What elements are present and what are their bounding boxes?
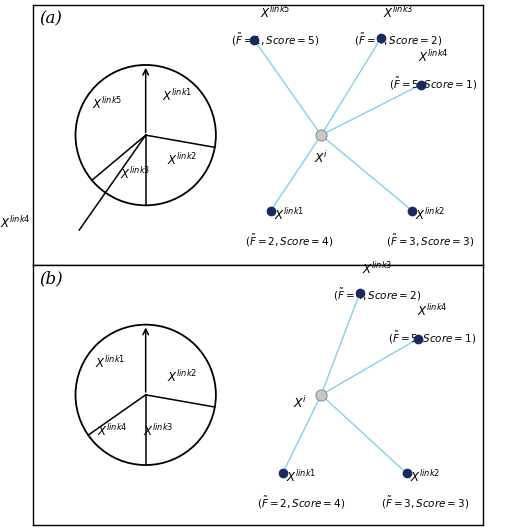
Text: $X^{link2}$: $X^{link2}$ — [167, 152, 198, 167]
Text: $(\tilde{F}=2,Score=4)$: $(\tilde{F}=2,Score=4)$ — [257, 495, 346, 511]
Text: (a): (a) — [39, 10, 62, 27]
Text: $(\tilde{F}=5,Score=1)$: $(\tilde{F}=5,Score=1)$ — [389, 75, 478, 92]
Text: $(\tilde{F}=4,Score=2)$: $(\tilde{F}=4,Score=2)$ — [354, 32, 443, 48]
Text: $X^{link2}$: $X^{link2}$ — [410, 469, 440, 485]
Text: $X^{link1}$: $X^{link1}$ — [286, 469, 317, 485]
Text: $(\tilde{F}=3,Score=3)$: $(\tilde{F}=3,Score=3)$ — [386, 233, 474, 250]
Text: $X^{link5}$: $X^{link5}$ — [92, 95, 122, 111]
Text: $X^{link4}$: $X^{link4}$ — [1, 215, 31, 231]
Text: $X^{link3}$: $X^{link3}$ — [143, 423, 173, 439]
Text: $X^i$: $X^i$ — [314, 151, 328, 166]
Text: $(\tilde{F}=3,Score=3)$: $(\tilde{F}=3,Score=3)$ — [381, 495, 469, 511]
Text: $(\tilde{F}=4,Score=2)$: $(\tilde{F}=4,Score=2)$ — [333, 287, 422, 304]
Text: $X^{link5}$: $X^{link5}$ — [261, 5, 291, 21]
Text: (b): (b) — [39, 270, 62, 287]
Text: $X^{link1}$: $X^{link1}$ — [275, 207, 305, 223]
Text: $X^{link2}$: $X^{link2}$ — [415, 207, 445, 223]
Text: $(\tilde{F}=2,Score=4)$: $(\tilde{F}=2,Score=4)$ — [246, 233, 334, 250]
Text: $X^{link4}$: $X^{link4}$ — [96, 423, 127, 439]
Text: $X^{link3}$: $X^{link3}$ — [362, 261, 393, 277]
Text: $X^{link4}$: $X^{link4}$ — [417, 303, 447, 319]
Text: $X^{link1}$: $X^{link1}$ — [95, 355, 126, 371]
Text: $X^{link1}$: $X^{link1}$ — [162, 89, 192, 104]
Text: $X^i$: $X^i$ — [293, 395, 308, 411]
Text: $X^{link4}$: $X^{link4}$ — [418, 49, 449, 65]
Text: $X^{link3}$: $X^{link3}$ — [120, 166, 150, 182]
Text: $(\tilde{F}=5,Score=1)$: $(\tilde{F}=5,Score=1)$ — [388, 330, 476, 346]
Text: $(\tilde{F}=1,Score=5)$: $(\tilde{F}=1,Score=5)$ — [231, 32, 320, 48]
Text: $X^{link3}$: $X^{link3}$ — [383, 5, 414, 21]
Text: $X^{link2}$: $X^{link2}$ — [167, 369, 198, 385]
